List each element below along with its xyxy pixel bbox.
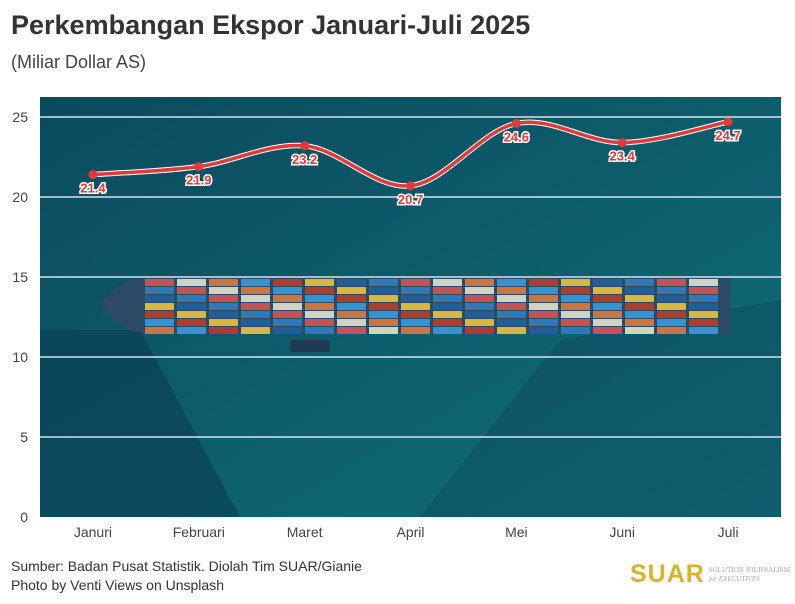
y-tick-label: 25 (12, 109, 28, 125)
suar-logo: SUAR SOLUTION JOURNALISM for EXECUTIVES (630, 560, 790, 589)
y-tick-label: 15 (12, 269, 28, 285)
data-label: 20.7 (398, 192, 423, 207)
y-tick-label: 10 (12, 349, 28, 365)
x-tick-label: Maret (287, 524, 323, 540)
x-tick-label: Mei (505, 524, 528, 540)
y-tick-label: 0 (20, 509, 28, 525)
x-tick-label: Januri (74, 524, 112, 540)
source-note: Sumber: Badan Pusat Statistik. Diolah Ti… (11, 558, 362, 574)
chart-title: Perkembangan Ekspor Januari-Juli 2025 (11, 10, 531, 40)
data-point (194, 162, 204, 172)
container-ship (100, 277, 730, 352)
logo-text: SUAR (630, 560, 705, 588)
y-tick-label: 20 (12, 189, 28, 205)
data-point (723, 117, 733, 127)
x-tick-label: Juli (718, 524, 739, 540)
x-tick-label: April (396, 524, 424, 540)
x-tick-label: Juni (609, 524, 635, 540)
data-point (300, 141, 310, 151)
chart-subtitle: (Miliar Dollar AS) (11, 52, 147, 72)
data-label: 23.2 (292, 152, 317, 167)
data-point (406, 181, 415, 191)
x-tick-label: Februari (173, 524, 225, 540)
data-label: 23.4 (610, 149, 636, 164)
data-label: 24.6 (504, 129, 529, 144)
logo-tagline: SOLUTION JOURNALISM for EXECUTIVES (708, 565, 790, 583)
data-point (511, 118, 521, 128)
photo-credit: Photo by Venti Views on Unsplash (11, 577, 224, 593)
y-tick-label: 5 (20, 429, 28, 445)
data-label: 21.4 (80, 181, 106, 196)
data-point (88, 170, 98, 180)
data-label: 21.9 (186, 173, 211, 188)
background-photo (40, 97, 781, 517)
data-label: 24.7 (715, 128, 740, 143)
data-point (617, 138, 627, 148)
